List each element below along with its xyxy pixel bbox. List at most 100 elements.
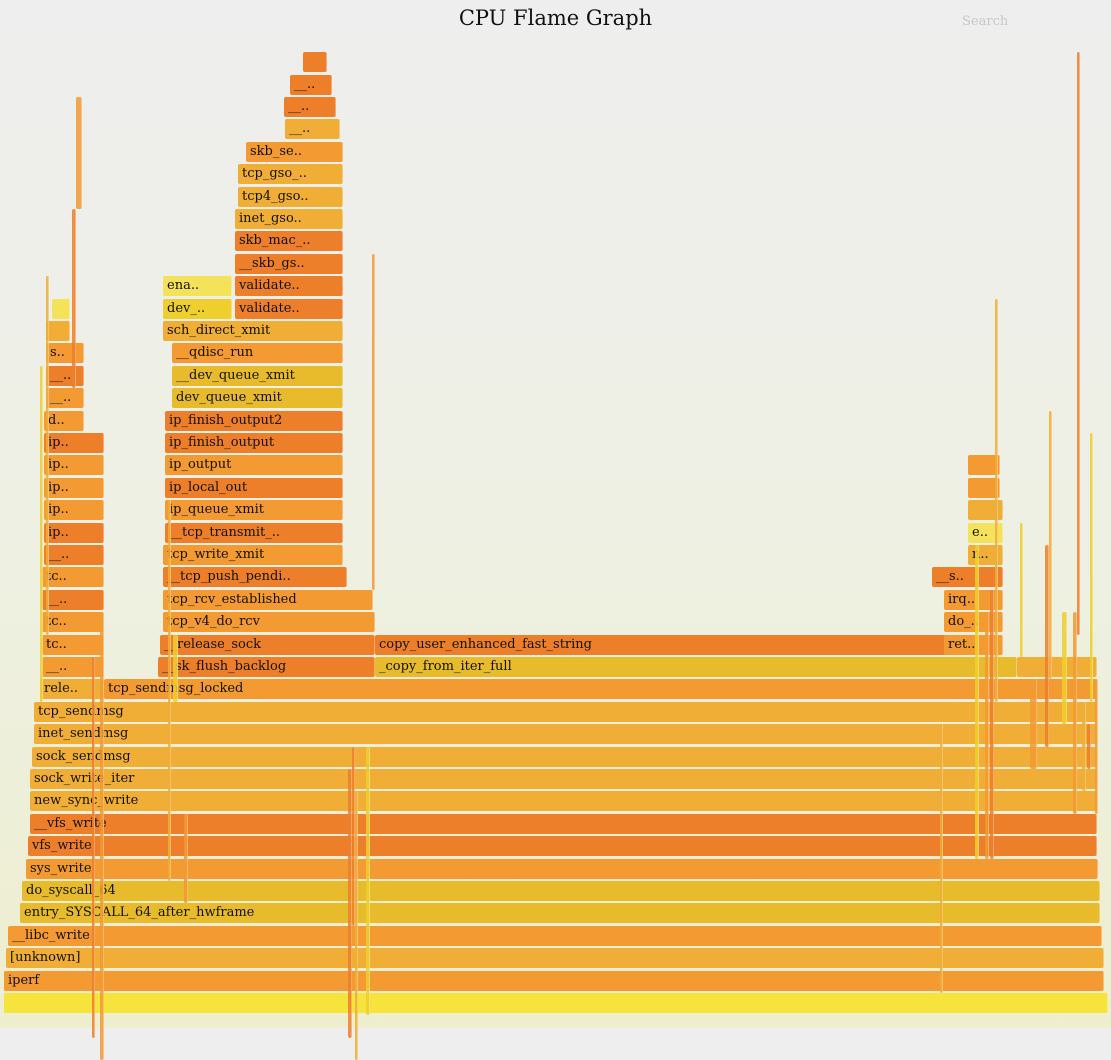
flame-frame-unknown[interactable]: [unknown] [6,948,1104,969]
flame-frame-m-t1[interactable]: __.. [285,119,340,140]
flame-frame-libc-write[interactable]: __libc_write [8,925,1102,946]
flame-frame-l-a14[interactable]: __.. [46,365,84,386]
flame-frame-sliver[interactable] [975,545,979,859]
flame-frame-sliver[interactable] [366,746,370,1016]
flame-frame-skb-gs[interactable]: __skb_gs.. [235,253,343,274]
flame-frame-sliver[interactable] [1077,52,1080,635]
flame-frame-sliver[interactable] [1090,433,1093,702]
flame-frame-release-sock[interactable]: __release_sock [160,634,375,655]
flame-frame-sliver[interactable] [1087,724,1091,769]
flame-frame-sliver[interactable] [985,612,989,859]
flame-frame-l-a7[interactable]: ip.. [44,522,104,543]
flame-frame-r-x2[interactable] [968,477,1000,498]
flame-frame-l-a12[interactable]: d.. [44,410,84,431]
flame-frame-sliver[interactable] [1082,701,1086,792]
flame-frame-tcp-sendmsg-locked[interactable]: tcp_sendmsg_locked [104,679,1097,700]
flame-frame-qdisc-run[interactable]: __qdisc_run [172,343,343,364]
flame-frame-sliver[interactable] [372,253,375,590]
flame-frame-iperf[interactable]: iperf [4,970,1104,991]
flame-frame-sliver[interactable] [940,724,943,993]
flame-frame-sliver[interactable] [168,500,171,881]
flame-frame-tcp-push-pending[interactable]: __tcp_push_pendi.. [163,567,347,588]
flame-frame-sliver[interactable] [352,746,355,926]
flame-frame-tcp-write-xmit[interactable]: tcp_write_xmit [163,545,343,565]
flame-frame-sliver[interactable] [100,612,104,1060]
flame-frame---vfs-write[interactable]: __vfs_write [30,813,1097,834]
flame-frame-tcp4-gso[interactable]: tcp4_gso.. [238,186,343,207]
flame-frame-l-a5[interactable]: tc.. [42,567,104,588]
flame-frame-sliver[interactable] [1030,679,1037,769]
flame-frame-l-a4[interactable]: __.. [42,589,104,610]
flame-frame-m-t4[interactable] [303,52,327,73]
flame-frame-sliver[interactable] [173,634,178,702]
flame-frame-copy-from-iter-full[interactable]: _copy_from_iter_full [375,657,1017,677]
flame-frame-r-x3[interactable] [968,455,1000,476]
flame-frame-l-a3[interactable]: tc.. [42,612,104,633]
flame-frame-inet-sendmsg[interactable]: inet_sendmsg [34,724,1097,745]
flame-frame-all[interactable] [4,993,1108,1013]
flame-frame-r-s[interactable]: __s.. [932,567,1003,588]
flame-frame-skb-mac[interactable]: skb_mac_.. [235,231,343,252]
flame-frame-dev-queue-xmit[interactable]: dev_queue_xmit [172,388,343,409]
flame-frame-sliver[interactable] [72,209,76,389]
flame-frame-sliver[interactable] [1073,612,1077,814]
flame-frame-tcp-transmit[interactable]: __tcp_transmit_.. [165,522,343,543]
flame-frame-r-main[interactable] [1017,657,1097,677]
search-button[interactable]: Search [962,14,1009,29]
flame-frame-l-a8[interactable]: ip.. [44,500,104,521]
flame-frame-tcp-v4-do-rcv[interactable]: tcp_v4_do_rcv [163,612,375,633]
flame-frame-sys-write[interactable]: sys_write [26,858,1098,879]
flame-frame-sk-flush-backlog[interactable]: __sk_flush_backlog [158,657,375,677]
flame-frame-sock-sendmsg[interactable]: sock_sendmsg [32,746,1097,767]
flame-frame-copy-user[interactable]: copy_user_enhanced_fast_string [375,634,1003,655]
flame-frame-ena[interactable]: ena.. [163,276,232,297]
flame-frame-dev-hard[interactable]: dev_.. [163,298,232,319]
flame-frame-sliver[interactable] [990,589,994,859]
flame-frame-sliver[interactable] [1095,679,1098,814]
flame-frame-sock-write-iter[interactable]: sock_write_iter [30,769,1097,789]
flame-frame-validate1[interactable]: validate.. [235,298,343,319]
flame-frame-m-t3[interactable]: __.. [290,74,332,95]
flame-frame-entry-syscall[interactable]: entry_SYSCALL_64_after_hwframe [20,903,1100,924]
flame-frame-m-t2[interactable]: __.. [284,97,336,117]
flame-frame-sliver[interactable] [40,365,43,702]
flame-frame-sliver[interactable] [1062,612,1067,725]
flame-frame-l-a6[interactable]: __.. [44,545,104,565]
flame-frame-ip-local-out[interactable]: ip_local_out [165,477,343,498]
flame-frame-sliver[interactable] [348,769,352,1038]
flame-frame-ip-finish-output[interactable]: ip_finish_output [165,433,343,453]
flame-frame-l-a9[interactable]: ip.. [44,477,104,498]
flame-frame-sliver[interactable] [355,791,358,1060]
flame-frame-sliver[interactable] [1020,522,1023,657]
flame-frame-r-x1[interactable] [968,500,1003,521]
flame-frame-l-a11[interactable]: ip.. [44,433,104,453]
flame-frame-r-e[interactable]: e.. [968,522,1003,543]
flame-frame-sliver[interactable] [1045,545,1049,747]
flame-frame-sch-direct-xmit[interactable]: sch_direct_xmit [163,321,343,341]
flame-frame-ip-output[interactable]: ip_output [165,455,343,476]
flame-frame-r-irq[interactable]: irq.. [944,589,1003,610]
flame-frame-sliver[interactable] [184,813,188,904]
flame-frame-new-sync-write[interactable]: new_sync_write [30,791,1097,812]
flame-frame-tcp-sendmsg[interactable]: tcp_sendmsg [34,701,1097,722]
flame-frame-ip-queue-xmit[interactable]: ip_queue_xmit [165,500,343,521]
flame-frame-tcp-gso[interactable]: tcp_gso_.. [238,164,343,185]
flame-frame-sliver[interactable] [92,657,95,1038]
flame-frame-l-a10[interactable]: ip.. [44,455,104,476]
flame-frame---dev-queue-xmit[interactable]: __dev_queue_xmit [172,365,343,386]
flame-frame-sliver[interactable] [76,97,82,209]
flame-frame-l-a17[interactable] [52,298,70,319]
flame-frame-vfs-write[interactable]: vfs_write [28,836,1097,857]
flame-frame-sliver[interactable] [995,298,998,702]
flame-frame-l-a16[interactable] [46,321,70,341]
flame-frame-l-a2[interactable]: tc.. [42,634,104,655]
flame-frame-validate2[interactable]: validate.. [235,276,343,297]
flame-frame-sliver[interactable] [1049,410,1052,680]
flame-frame-skb-se[interactable]: skb_se.. [246,141,343,162]
flame-frame-tcp-rcv-established[interactable]: tcp_rcv_established [163,589,373,610]
flame-frame-inet-gso[interactable]: inet_gso.. [235,209,343,229]
flame-frame-l-a15[interactable]: s.. [46,343,84,364]
flame-frame-sliver[interactable] [46,276,49,635]
flame-frame-ip-finish-output2[interactable]: ip_finish_output2 [165,410,343,431]
flame-frame-l-a13[interactable]: __.. [46,388,84,409]
